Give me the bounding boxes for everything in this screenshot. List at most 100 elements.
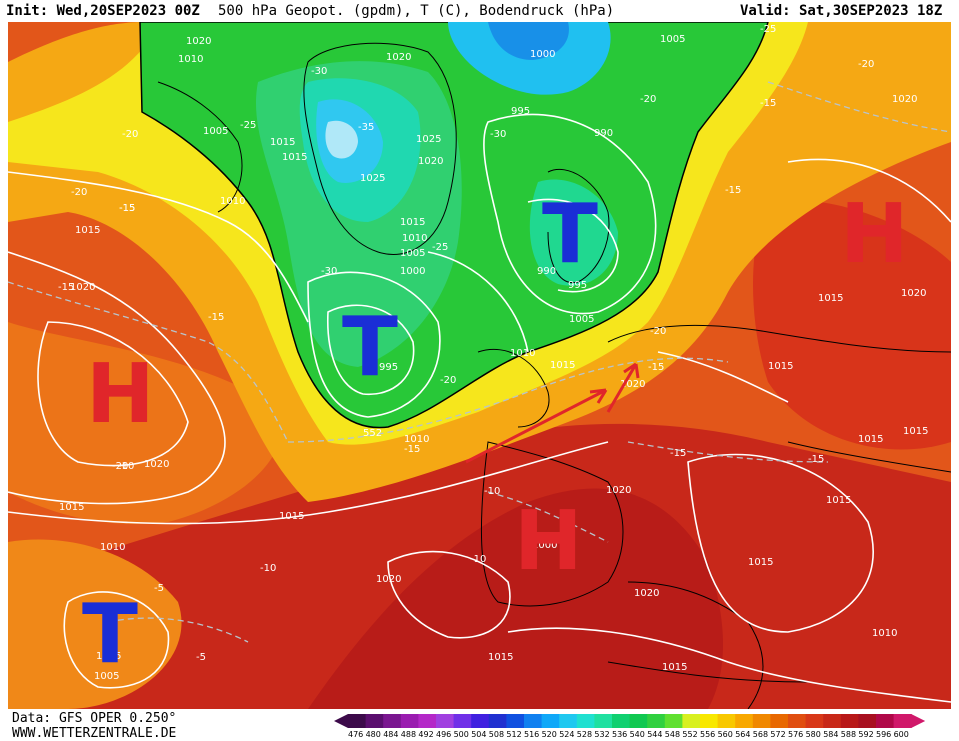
geopotential-zone-512 xyxy=(488,22,569,60)
colorbar-swatch xyxy=(858,714,877,728)
temperature-label: -30 xyxy=(311,66,327,77)
colorbar-tick-label: 556 xyxy=(700,730,716,739)
data-source-label: Data: GFS OPER 0.250° xyxy=(12,711,177,726)
colorbar-tick-label: 524 xyxy=(559,730,575,739)
website-label: WWW.WETTERZENTRALE.DE xyxy=(12,726,177,741)
temperature-label: -5 xyxy=(154,583,164,594)
colorbar-tick-label: 560 xyxy=(717,730,733,739)
colorbar-swatch xyxy=(594,714,613,728)
temperature-label: -15 xyxy=(670,448,686,459)
colorbar-swatch xyxy=(770,714,789,728)
isobar-label: 1010 xyxy=(510,348,535,359)
temperature-label: -20 xyxy=(650,326,666,337)
colorbar-tick-label: 520 xyxy=(541,730,557,739)
colorbar-swatch xyxy=(840,714,859,728)
colorbar-swatch xyxy=(823,714,842,728)
isobar-label: 1015 xyxy=(748,557,773,568)
temperature-label: -15 xyxy=(208,312,224,323)
isobar-label: 1005 xyxy=(203,126,228,137)
colorbar-swatch xyxy=(682,714,701,728)
pressure-systems: T T T H H H xyxy=(82,187,909,682)
temperature-label: -10 xyxy=(470,554,486,565)
colorbar-swatch xyxy=(506,714,525,728)
colorbar-swatch xyxy=(471,714,490,728)
colorbar-swatch xyxy=(612,714,631,728)
temperature-label: -20 xyxy=(440,375,456,386)
colorbar-swatch xyxy=(418,714,437,728)
geopotential-zone-572 xyxy=(8,539,182,709)
colorbar-tick-label: 500 xyxy=(453,730,469,739)
isobar-label: 1015 xyxy=(75,225,100,236)
colorbar-tick-label: 504 xyxy=(471,730,487,739)
temperature-label: -30 xyxy=(490,129,506,140)
colorbar-tick-label: 596 xyxy=(876,730,892,739)
temperature-label: -15 xyxy=(404,444,420,455)
isobar-label: 1020 xyxy=(418,156,443,167)
isobar-label: 1020 xyxy=(606,485,631,496)
temperature-label: -5 xyxy=(196,652,206,663)
colorbar-tick-label: 528 xyxy=(576,730,593,739)
colorbar-tick-label: 576 xyxy=(788,730,804,739)
isobar-label: 995 xyxy=(511,106,530,117)
low-pressure-letter: T xyxy=(342,300,398,395)
highlight-arrows xyxy=(465,362,640,464)
colorbar-swatch xyxy=(629,714,648,728)
colorbar-max-arrow xyxy=(911,714,926,728)
temperature-label: -15 xyxy=(725,185,741,196)
colorbar-tick-label: 544 xyxy=(647,730,663,739)
isobar-label: 1015 xyxy=(400,217,425,228)
init-time-label: Init: Wed,20SEP2023 00Z xyxy=(6,3,200,19)
geopotential-zone-cold-core xyxy=(325,120,358,159)
colorbar-swatch xyxy=(700,714,719,728)
isobar-label: 1025 xyxy=(360,173,385,184)
isobar-label: 1010 xyxy=(404,434,429,445)
colorbar-swatch xyxy=(788,714,807,728)
colorbar-swatch xyxy=(735,714,754,728)
colorbar-tick-label: 600 xyxy=(893,730,909,739)
isobar-label: 1000 xyxy=(530,49,555,60)
colorbar-tick-label: 580 xyxy=(805,730,821,739)
colorbar-tick-label: 540 xyxy=(629,730,645,739)
isobar-label: 995 xyxy=(379,362,398,373)
isobar-label: 1000 xyxy=(532,540,557,551)
colorbar-tick-label: 536 xyxy=(612,730,628,739)
colorbar-tick-label: 552 xyxy=(682,730,698,739)
isobar-labels: 1020 1010 1005 1015 1015 1020 1025 1020 … xyxy=(59,34,928,682)
highlight-arrow-head xyxy=(589,388,608,404)
isobar-label: 990 xyxy=(537,266,556,277)
colorbar-tick-label: 484 xyxy=(383,730,399,739)
temperature-label: -20 xyxy=(112,461,128,472)
high-pressure-letter: H xyxy=(840,187,909,282)
colorbar-swatch xyxy=(348,714,367,728)
colorbar-tick-label: 516 xyxy=(524,730,540,739)
isobar-label: 1010 xyxy=(100,542,125,553)
colorbar-swatch xyxy=(541,714,560,728)
colorbar-swatch xyxy=(876,714,895,728)
isobar-label: 1015 xyxy=(818,293,843,304)
colorbar-tick-label: 488 xyxy=(400,730,417,739)
contour-552-label: 552 xyxy=(363,428,382,439)
isobar-label: 1020 xyxy=(144,459,169,470)
colorbar-tick-label: 512 xyxy=(506,730,522,739)
geopotential-zone-536 xyxy=(529,179,618,286)
temperature-label: -20 xyxy=(858,59,874,70)
isobar-label: 1015 xyxy=(279,511,304,522)
colorbar-min-arrow xyxy=(334,714,348,728)
temperature-label: -25 xyxy=(240,120,256,131)
temperature-label: -15 xyxy=(760,98,776,109)
temperature-label: -35 xyxy=(358,122,374,133)
colorbar-swatch xyxy=(383,714,402,728)
isobar-label: 1005 xyxy=(94,671,119,682)
temperature-label: -10 xyxy=(260,563,276,574)
colorbar-tick-label: 492 xyxy=(418,730,434,739)
high-pressure-letter: H xyxy=(86,347,155,442)
colorbar xyxy=(334,714,926,728)
colorbar-tick-label: 588 xyxy=(840,730,857,739)
isobar-label: 1005 xyxy=(569,314,594,325)
isobar-label: 1020 xyxy=(634,588,659,599)
temperature-label: -20 xyxy=(640,94,656,105)
temperature-label: -15 xyxy=(648,362,664,373)
isobar-label: 1015 xyxy=(768,361,793,372)
colorbar-swatch xyxy=(400,714,419,728)
temperature-labels: -25 -30 -35 -30 -20 -20 -20 -15 -20 -15 … xyxy=(58,24,874,663)
